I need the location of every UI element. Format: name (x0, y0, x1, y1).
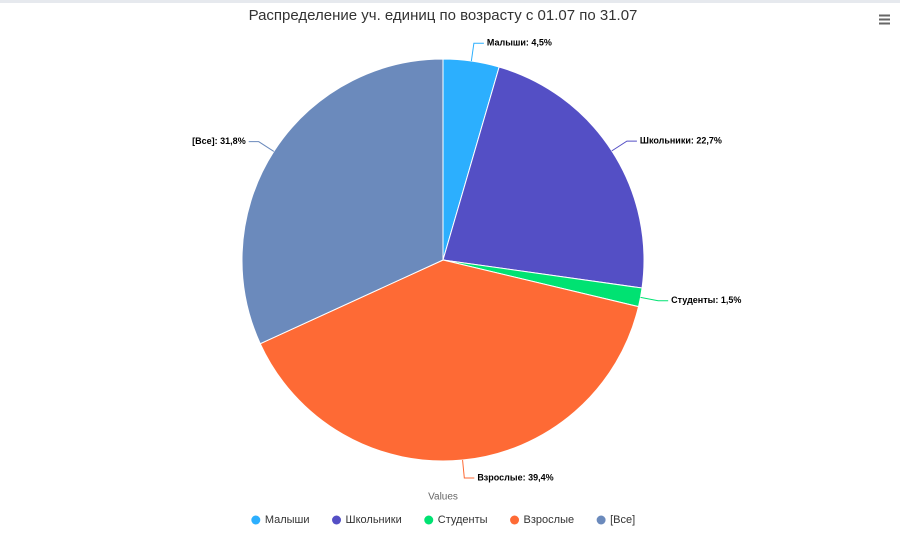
data-label: Школьники: 22,7% (640, 135, 722, 145)
data-label: Взрослые: 39,4% (477, 472, 553, 482)
pie-slice (259, 259, 640, 462)
legend-marker (251, 515, 261, 525)
legend-marker (596, 515, 606, 525)
data-label-connector (462, 459, 475, 479)
legend-label: Школьники (346, 514, 402, 526)
legend: Малыши Школьники Студенты Взрослые [Все] (251, 514, 635, 526)
legend-title: Values (428, 492, 458, 503)
menu-icon[interactable] (879, 14, 890, 25)
data-label: Малыши: 4,5% (487, 38, 552, 48)
legend-item[interactable]: [Все] (596, 514, 636, 526)
pie-slice (442, 66, 645, 289)
legend-item[interactable]: Взрослые (510, 514, 574, 526)
chart-title: Распределение уч. единиц по возрасту с 0… (249, 7, 638, 24)
top-bar (0, 0, 900, 3)
legend-label: Взрослые (524, 514, 575, 526)
legend-marker (332, 515, 342, 525)
data-label-connector (611, 140, 637, 152)
data-label-connector (640, 296, 669, 302)
data-label: Студенты: 1,5% (671, 295, 741, 305)
legend-label: [Все] (610, 514, 635, 526)
data-label-connector (470, 42, 484, 62)
menu-button[interactable] (874, 10, 894, 30)
legend-marker (424, 515, 434, 525)
legend-item[interactable]: Студенты (424, 514, 488, 526)
data-label: [Все]: 31,8% (192, 136, 246, 146)
legend-label: Малыши (265, 514, 310, 526)
legend-marker (510, 515, 520, 525)
data-label-connector (248, 141, 275, 152)
legend-item[interactable]: Малыши (251, 514, 310, 526)
legend-label: Студенты (438, 514, 488, 526)
pie-slice (241, 58, 444, 345)
legend-item[interactable]: Школьники (332, 514, 402, 526)
